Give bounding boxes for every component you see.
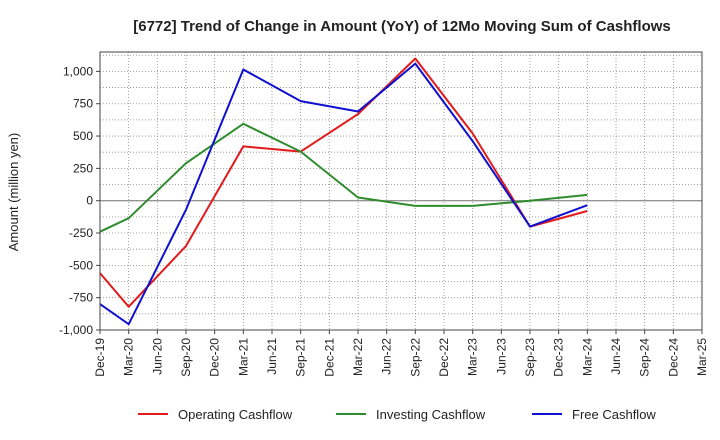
x-tick-label: Sep-24: [638, 338, 652, 377]
x-tick-label: Mar-22: [351, 338, 365, 376]
y-tick-label: -500: [69, 258, 93, 272]
legend-label-free-cashflow: Free Cashflow: [572, 407, 656, 422]
legend-label-investing-cashflow: Investing Cashflow: [376, 407, 486, 422]
x-tick-label: Sep-23: [523, 338, 537, 377]
series-line-operating-cashflow: [99, 57, 588, 308]
x-ticks: Dec-19 Mar-20 Jun-20 Sep-20 Dec-20 Mar-21 Jun-…: [93, 330, 709, 377]
series-line-investing-cashflow: [99, 122, 588, 233]
x-tick-label: Mar-24: [580, 338, 594, 376]
legend-label-operating-cashflow: Operating Cashflow: [178, 407, 293, 422]
y-ticks: -1,000 -750 -500 -250 0 250 500 750 1,000: [59, 64, 100, 337]
x-tick-label: Jun-24: [609, 338, 623, 375]
x-tick-label: Mar-23: [466, 338, 480, 376]
x-tick-label: Sep-21: [294, 338, 308, 377]
y-tick-label: -750: [69, 291, 93, 305]
y-tick-label: 500: [73, 129, 93, 143]
y-tick-label: 1,000: [63, 64, 93, 78]
x-tick-label: Jun-21: [265, 338, 279, 375]
x-tick-label: Jun-23: [494, 338, 508, 375]
x-tick-label: Sep-22: [408, 338, 422, 377]
plot-frame: [99, 51, 703, 331]
series-group: [99, 57, 588, 326]
x-tick-label: Dec-19: [93, 338, 107, 377]
y-tick-label: 0: [86, 194, 93, 208]
x-tick-label: Sep-20: [179, 338, 193, 377]
x-tick-label: Dec-24: [666, 338, 680, 377]
y-tick-label: -250: [69, 226, 93, 240]
chart-title: [6772] Trend of Change in Amount (YoY) o…: [133, 18, 671, 35]
y-tick-label: 750: [73, 97, 93, 111]
x-tick-label: Jun-20: [150, 338, 164, 375]
y-axis-label: Amount (million yen): [6, 133, 21, 252]
grid: [99, 52, 703, 331]
series-line-free-cashflow: [99, 62, 588, 326]
x-tick-label: Dec-21: [322, 338, 336, 377]
x-tick-label: Mar-25: [695, 338, 709, 376]
x-tick-label: Mar-20: [122, 338, 136, 376]
x-tick-label: Mar-21: [236, 338, 250, 376]
legend: Operating Cashflow Investing Cashflow Free…: [138, 407, 656, 422]
x-tick-label: Dec-22: [437, 338, 451, 377]
y-tick-label: 250: [73, 161, 93, 175]
x-tick-label: Jun-22: [380, 338, 394, 375]
y-tick-label: -1,000: [59, 323, 93, 337]
x-tick-label: Dec-20: [208, 338, 222, 377]
x-tick-label: Dec-23: [552, 338, 566, 377]
